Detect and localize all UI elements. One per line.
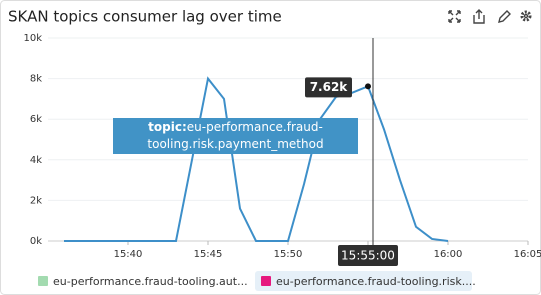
x-tick-label: 15:40 — [114, 249, 143, 260]
y-tick-label: 10k — [23, 33, 42, 44]
y-tick-label: 6k — [30, 114, 42, 125]
value-label-box — [305, 77, 352, 98]
chart-title: SKAN topics consumer lag over time — [8, 8, 282, 26]
time-label-box — [338, 245, 398, 266]
edit-icon[interactable] — [498, 10, 511, 23]
y-tick-label: 8k — [30, 74, 42, 85]
series-line — [64, 76, 449, 242]
export-icon[interactable] — [473, 9, 485, 24]
expand-icon[interactable] — [448, 10, 461, 23]
legend-swatch — [38, 276, 48, 286]
tooltip: topic:eu-performance.fraud-tooling.risk.… — [113, 118, 358, 154]
legend-swatch — [261, 276, 271, 286]
settings-icon-center — [523, 13, 529, 19]
x-tick-label: 16:00 — [434, 249, 463, 260]
y-tick-label: 2k — [30, 195, 42, 206]
x-tick-label: 15:45 — [194, 249, 223, 260]
settings-icon[interactable] — [520, 10, 532, 22]
toolbar[interactable] — [448, 9, 532, 24]
hover-point — [365, 83, 371, 90]
legend-label: eu-performance.fraud-tooling.risk.... — [276, 275, 476, 288]
time-label: 15:55:00 — [341, 249, 395, 263]
x-tick-label: 16:05 — [514, 249, 541, 260]
tooltip-key: topic: — [148, 120, 187, 134]
legend-highlight — [255, 271, 472, 291]
y-tick-label: 0k — [30, 236, 42, 247]
x-tick-label: 15:50 — [274, 249, 303, 260]
tooltip-text: eu-performance.fraud-tooling.risk.paymen… — [147, 120, 324, 151]
value-label: 7.62k — [310, 80, 349, 94]
y-tick-label: 4k — [30, 155, 42, 166]
legend-label: eu-performance.fraud-tooling.aut... — [53, 275, 248, 288]
